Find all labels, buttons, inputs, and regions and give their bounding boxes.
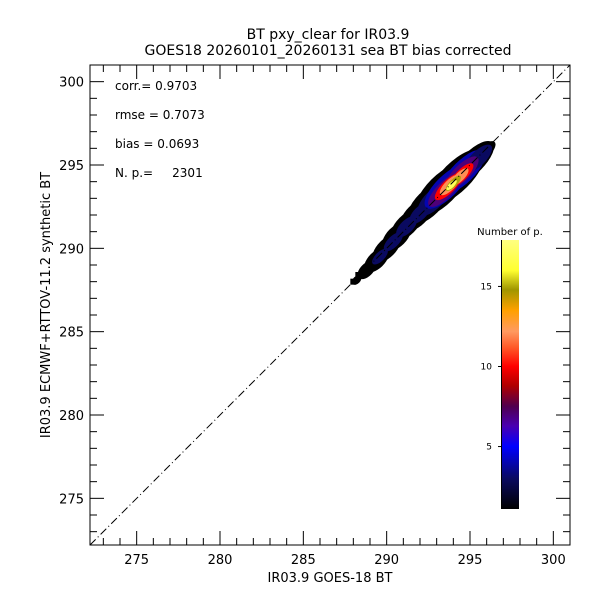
colorbar-ticks: 5 10 15	[481, 282, 502, 453]
y-tick-label: 290	[59, 242, 84, 257]
x-tick-label: 300	[541, 553, 566, 568]
y-tick-labels: 275 280 285 290 295 300	[59, 76, 84, 508]
axis-ticks	[90, 64, 571, 545]
density-point	[350, 278, 357, 285]
density-blob	[372, 248, 388, 265]
colorbar	[502, 240, 519, 509]
density-blob	[446, 179, 457, 191]
colorbar-tick-label: 10	[481, 362, 493, 372]
stat-line: bias = 0.0693	[115, 137, 199, 151]
x-tick-label: 280	[208, 553, 233, 568]
x-tick-labels: 275 280 285 290 295 300	[124, 553, 565, 568]
stat-line: corr.= 0.9703	[115, 79, 197, 93]
y-tick-label: 280	[59, 409, 84, 424]
colorbar-tick-label: 5	[486, 443, 492, 453]
x-axis-label: IR03.9 GOES-18 BT	[268, 571, 393, 586]
x-tick-label: 295	[458, 553, 483, 568]
x-tick-label: 290	[374, 553, 399, 568]
colorbar-tick-label: 15	[481, 282, 492, 292]
chart-title: BT pxy_clear for IR03.9	[247, 27, 410, 43]
stat-line: rmse = 0.7073	[115, 108, 205, 122]
y-tick-label: 275	[59, 492, 84, 507]
plot-frame	[89, 64, 571, 546]
chart-subtitle: GOES18 20260101_20260131 sea BT bias cor…	[145, 43, 512, 59]
stat-line: N. p.= 2301	[115, 166, 203, 180]
density-point	[355, 272, 362, 278]
y-tick-label: 285	[59, 326, 84, 341]
colorbar-label: Number of p.	[477, 227, 543, 238]
y-axis-label: IR03.9 ECMWF+RTTOV-11.2 synthetic BT	[39, 172, 54, 438]
statistics-box: corr.= 0.9703 rmse = 0.7073 bias = 0.0693 N…	[115, 79, 205, 180]
x-tick-label: 285	[291, 553, 316, 568]
y-tick-label: 295	[59, 159, 84, 174]
y-tick-label: 300	[59, 76, 84, 91]
x-tick-label: 275	[124, 553, 149, 568]
density-cloud	[350, 141, 496, 285]
